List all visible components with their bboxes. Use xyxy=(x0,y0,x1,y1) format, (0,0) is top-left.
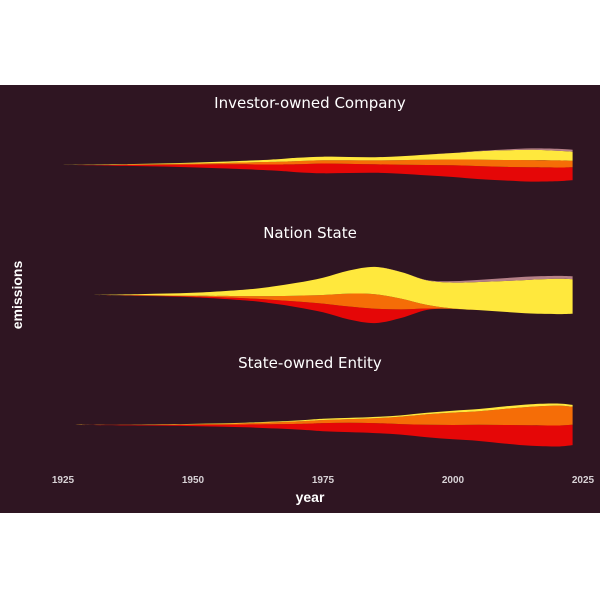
stream-layer-1 xyxy=(89,295,573,324)
stream-layer-1 xyxy=(73,422,573,447)
facet-title: Nation State xyxy=(263,224,357,242)
x-tick-label: 1925 xyxy=(52,475,75,486)
stream-layer-2 xyxy=(89,293,573,315)
facets: Investor-owned Company Nation State State-… xyxy=(63,94,573,447)
facet-1: Investor-owned Company xyxy=(63,94,573,182)
stream-layer-4 xyxy=(89,266,573,295)
facet-title: Investor-owned Company xyxy=(214,94,406,112)
x-tick-label: 1975 xyxy=(312,475,335,486)
facet-2: Nation State xyxy=(89,224,573,324)
x-tick-label: 1950 xyxy=(182,475,205,486)
stream-layer-1 xyxy=(63,163,573,182)
stream-layer-3 xyxy=(73,403,573,425)
facet-title: State-owned Entity xyxy=(238,354,382,372)
stream-layer-3 xyxy=(89,266,573,315)
x-axis: 1925 1950 1975 2000 2025 xyxy=(52,475,595,486)
stream-layer-2 xyxy=(73,405,573,426)
stream-layer-3 xyxy=(63,149,573,165)
facet-3: State-owned Entity xyxy=(73,354,573,447)
x-tick-label: 2000 xyxy=(442,475,465,486)
y-axis-label: emissions xyxy=(9,261,25,330)
stream-layer-2 xyxy=(63,159,573,168)
x-axis-label: year xyxy=(296,489,325,505)
x-tick-label: 2025 xyxy=(572,475,595,486)
